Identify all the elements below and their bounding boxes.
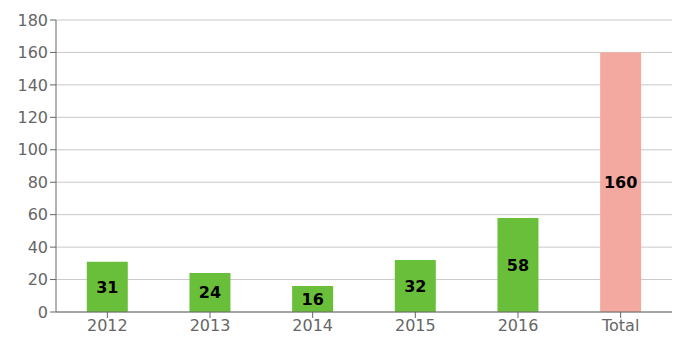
svg-text:24: 24 [199, 283, 221, 302]
svg-text:180: 180 [17, 11, 48, 30]
svg-text:140: 140 [17, 76, 48, 95]
svg-text:2012: 2012 [87, 316, 128, 335]
svg-text:2016: 2016 [498, 316, 539, 335]
svg-text:0: 0 [38, 303, 48, 322]
svg-text:60: 60 [28, 205, 48, 224]
svg-text:40: 40 [28, 238, 48, 257]
svg-text:160: 160 [17, 43, 48, 62]
svg-text:2015: 2015 [395, 316, 436, 335]
svg-text:32: 32 [404, 277, 426, 296]
svg-text:160: 160 [604, 173, 637, 192]
svg-text:Total: Total [601, 316, 639, 335]
svg-text:100: 100 [17, 140, 48, 159]
svg-text:80: 80 [28, 173, 48, 192]
svg-text:2013: 2013 [190, 316, 231, 335]
svg-text:31: 31 [96, 278, 118, 297]
svg-text:120: 120 [17, 108, 48, 127]
svg-text:16: 16 [302, 290, 324, 309]
svg-text:2014: 2014 [292, 316, 333, 335]
svg-text:58: 58 [507, 256, 529, 275]
svg-text:20: 20 [28, 270, 48, 289]
